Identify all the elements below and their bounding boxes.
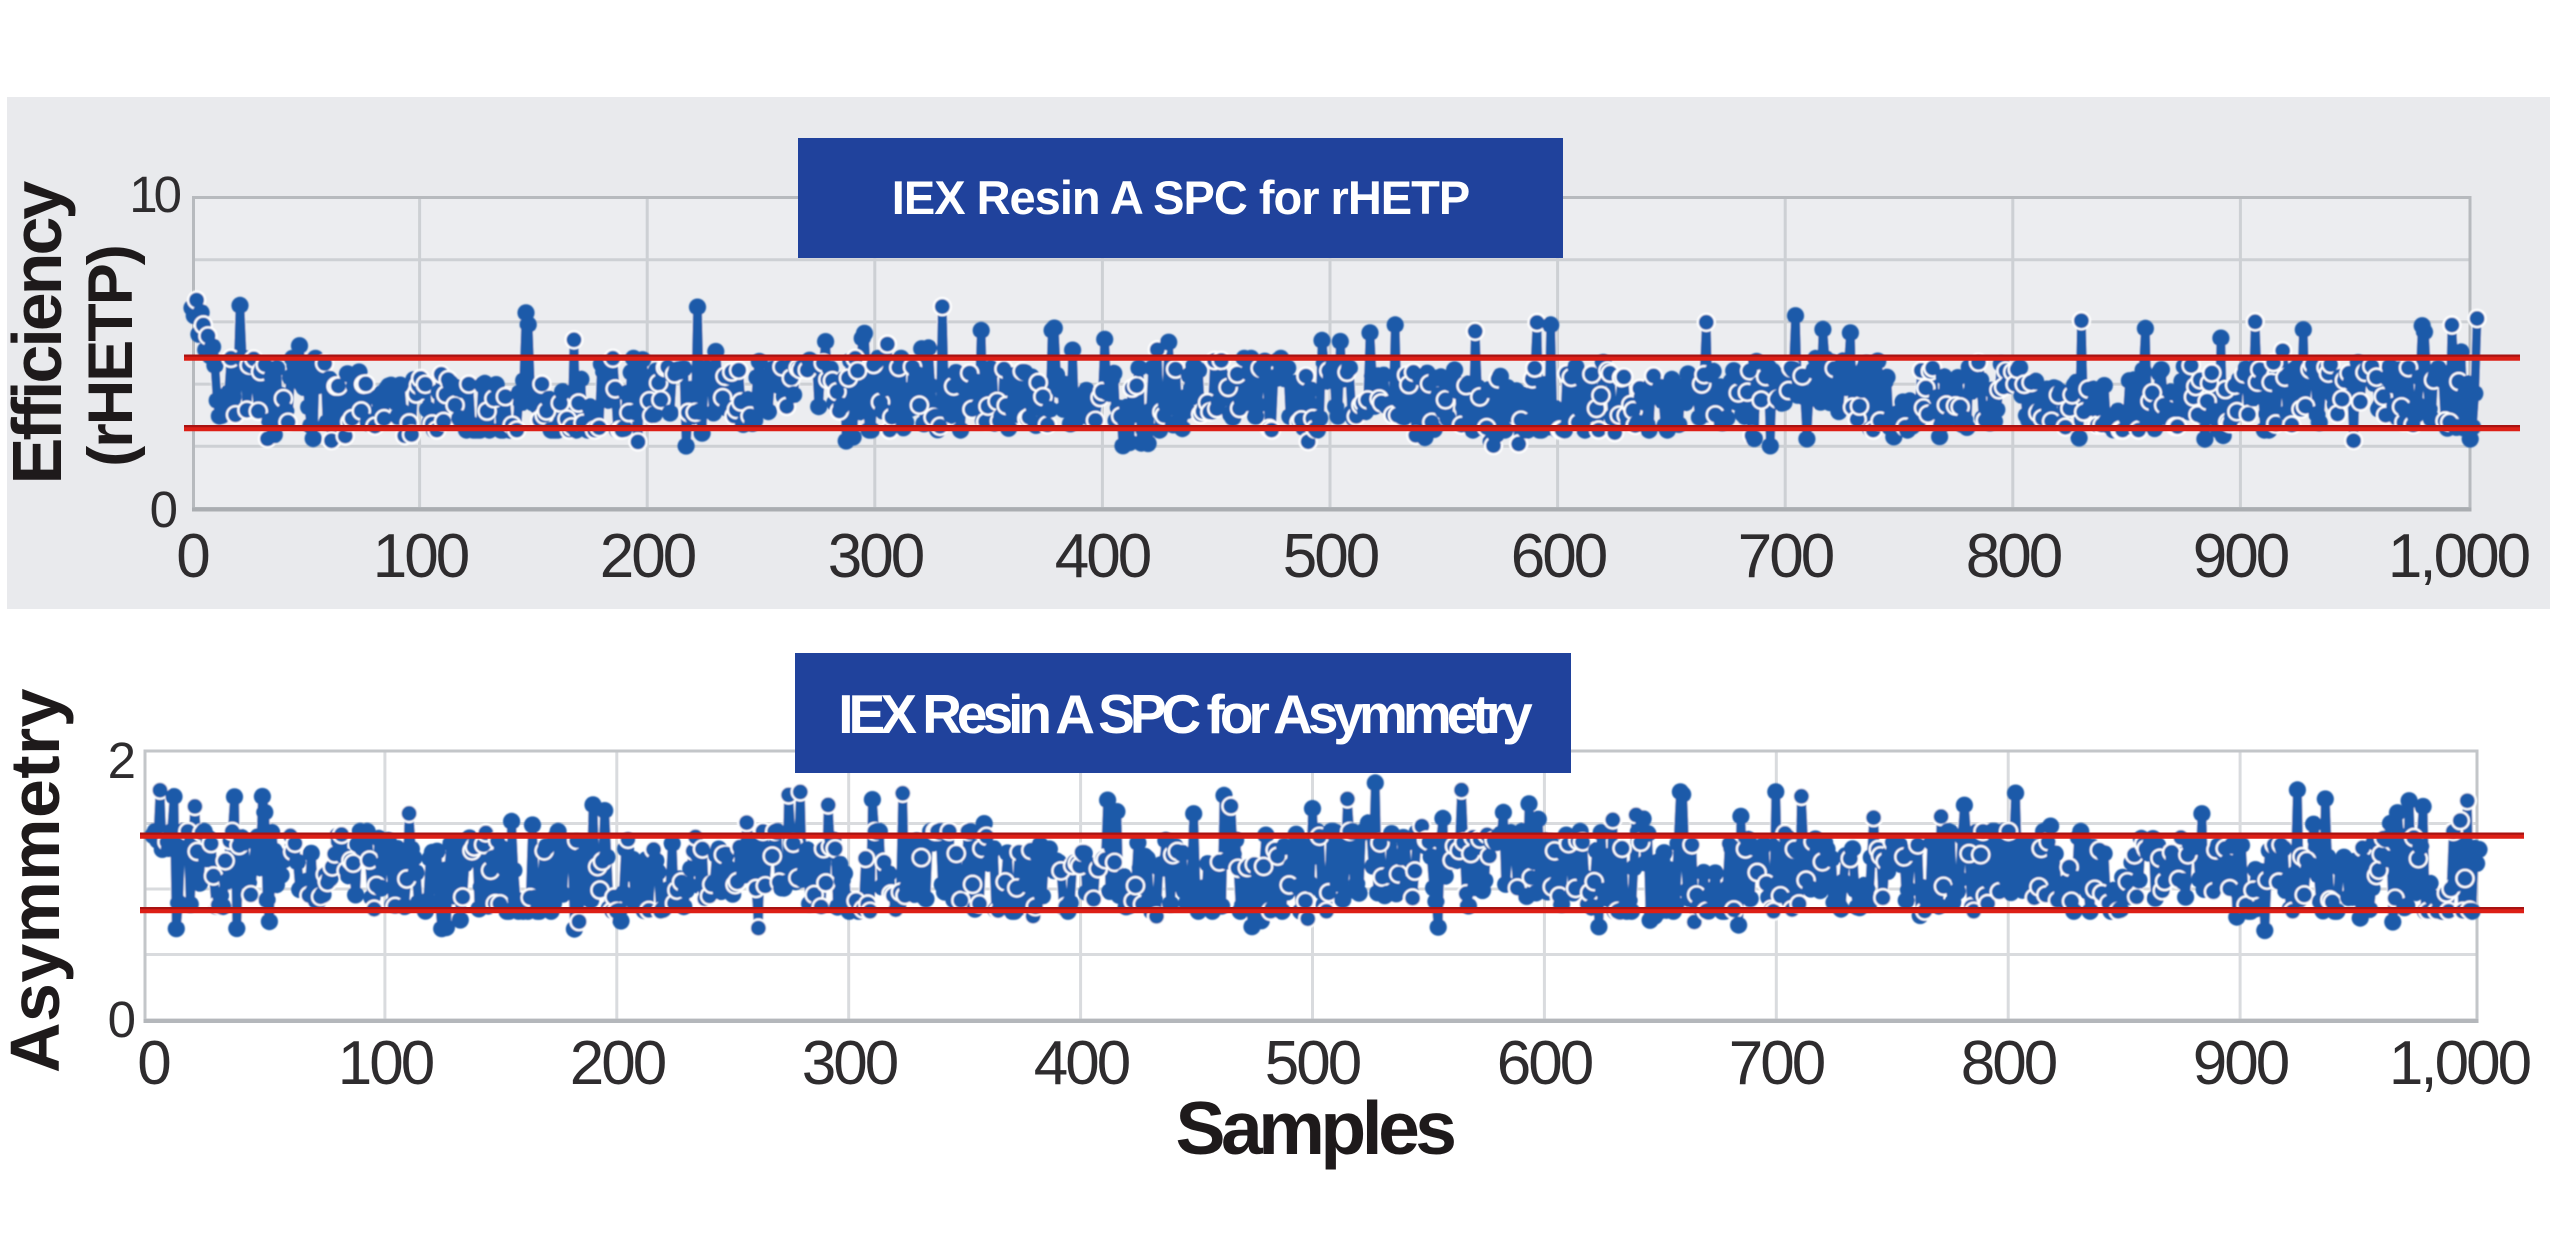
svg-text:0: 0 bbox=[137, 1029, 170, 1098]
svg-text:400: 400 bbox=[1055, 522, 1151, 591]
svg-text:200: 200 bbox=[600, 522, 696, 591]
svg-text:600: 600 bbox=[1497, 1029, 1593, 1098]
svg-text:10: 10 bbox=[129, 166, 180, 223]
svg-text:IEX Resin A SPC for rHETP: IEX Resin A SPC for rHETP bbox=[892, 171, 1469, 224]
svg-text:800: 800 bbox=[1961, 1029, 2057, 1098]
svg-text:300: 300 bbox=[828, 522, 924, 591]
svg-text:0: 0 bbox=[176, 522, 209, 591]
svg-text:600: 600 bbox=[1511, 522, 1607, 591]
svg-text:400: 400 bbox=[1034, 1029, 1130, 1098]
svg-text:900: 900 bbox=[2193, 522, 2289, 591]
svg-text:300: 300 bbox=[802, 1029, 898, 1098]
svg-text:900: 900 bbox=[2193, 1029, 2289, 1098]
svg-text:500: 500 bbox=[1283, 522, 1379, 591]
svg-text:800: 800 bbox=[1966, 522, 2062, 591]
svg-text:200: 200 bbox=[570, 1029, 666, 1098]
svg-text:IEX Resin A SPC for Asymmetry: IEX Resin A SPC for Asymmetry bbox=[838, 683, 1533, 745]
svg-text:2: 2 bbox=[108, 732, 136, 789]
svg-text:700: 700 bbox=[1738, 522, 1834, 591]
svg-text:0: 0 bbox=[150, 481, 178, 538]
svg-text:100: 100 bbox=[373, 522, 469, 591]
svg-text:Efficiency: Efficiency bbox=[0, 181, 76, 485]
svg-text:Asymmetry: Asymmetry bbox=[0, 688, 74, 1073]
svg-text:1,000: 1,000 bbox=[2389, 1029, 2531, 1098]
svg-text:500: 500 bbox=[1265, 1029, 1361, 1098]
svg-text:0: 0 bbox=[108, 991, 136, 1048]
svg-text:1,000: 1,000 bbox=[2388, 522, 2530, 591]
svg-text:700: 700 bbox=[1729, 1029, 1825, 1098]
svg-text:100: 100 bbox=[338, 1029, 434, 1098]
svg-text:Samples: Samples bbox=[1176, 1086, 1455, 1170]
svg-text:(rHETP): (rHETP) bbox=[76, 246, 146, 467]
